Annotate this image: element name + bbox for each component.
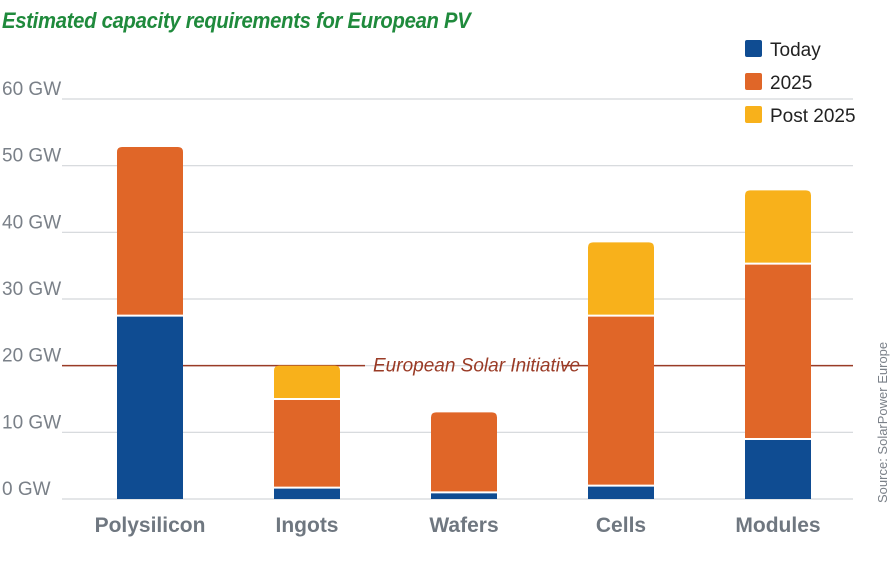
bar-polysilicon-2025 [117, 147, 183, 316]
bar-wafers-2025 [431, 412, 497, 493]
legend-label: Today [770, 40, 821, 61]
x-category-label: Modules [735, 514, 820, 537]
bar-polysilicon-today [117, 315, 183, 499]
y-tick-label: 20 GW [2, 346, 61, 367]
y-tick-label: 60 GW [2, 79, 61, 100]
chart-title: Estimated capacity requirements for Euro… [2, 8, 471, 33]
bar-cells-2025 [588, 315, 654, 486]
reference-line-label: European Solar Initiative [373, 356, 580, 377]
bars [117, 147, 811, 499]
bar-cells-post-2025 [588, 242, 654, 316]
y-tick-label: 50 GW [2, 146, 61, 167]
bar-ingots-post-2025 [274, 365, 340, 399]
bar-modules-2025 [745, 263, 811, 439]
bar-modules-post-2025 [745, 190, 811, 264]
legend-swatch-post-2025 [745, 106, 762, 123]
y-axis-ticks: 0 GW 10 GW 20 GW 30 GW 40 GW 50 GW 60 GW [2, 79, 61, 500]
legend-label: Post 2025 [770, 106, 856, 127]
bar-wafers-today [431, 492, 497, 499]
y-tick-label: 10 GW [2, 412, 61, 433]
y-tick-label: 30 GW [2, 279, 61, 300]
legend-swatch-2025 [745, 73, 762, 90]
legend: Today 2025 Post 2025 [745, 40, 856, 127]
y-tick-label: 0 GW [2, 479, 51, 500]
legend-swatch-today [745, 40, 762, 57]
legend-label: 2025 [770, 73, 812, 94]
x-category-label: Wafers [429, 514, 498, 537]
x-category-label: Polysilicon [95, 514, 206, 537]
bar-ingots-2025 [274, 399, 340, 488]
x-category-label: Cells [596, 514, 646, 537]
y-tick-label: 40 GW [2, 212, 61, 233]
x-axis-categories: Polysilicon Ingots Wafers Cells Modules [95, 514, 821, 537]
bar-ingots-today [274, 487, 340, 499]
source-note: Source: SolarPower Europe [875, 342, 890, 503]
bar-cells-today [588, 485, 654, 499]
bar-modules-today [745, 439, 811, 499]
x-category-label: Ingots [276, 514, 339, 537]
